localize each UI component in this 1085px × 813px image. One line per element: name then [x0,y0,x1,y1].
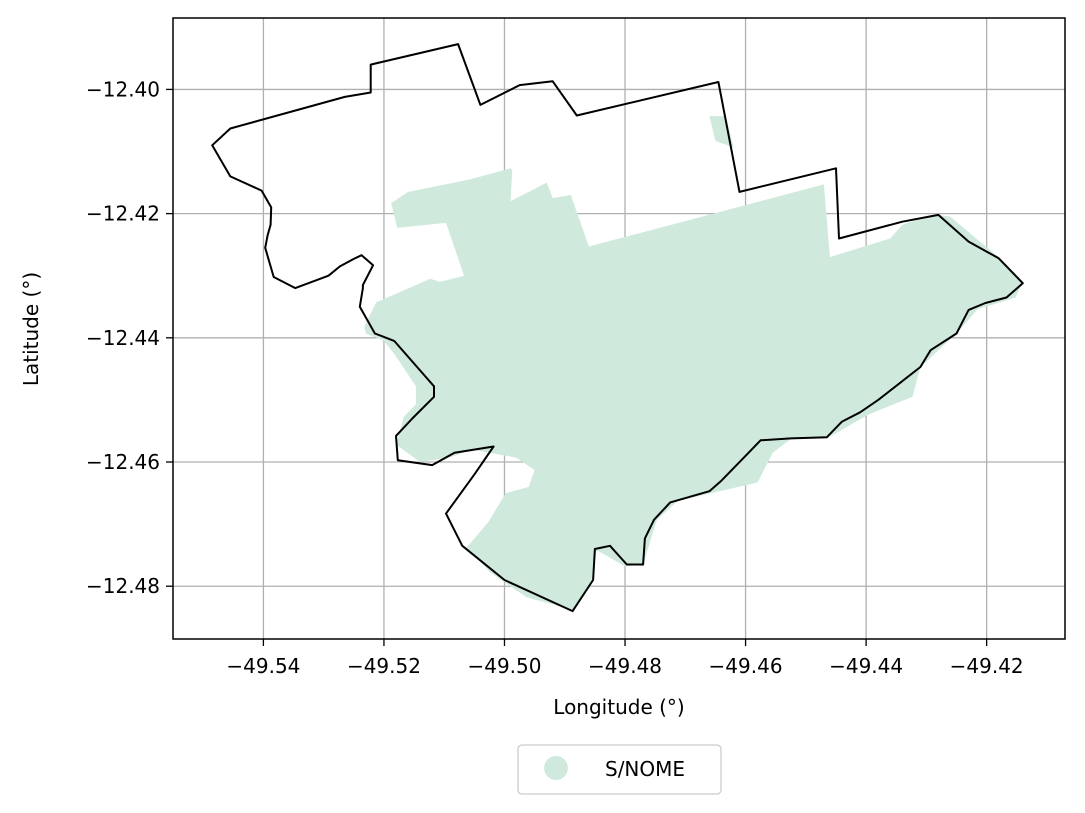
municipality-boundary [211,43,1024,613]
plot-frame [172,17,1066,640]
axis-ticks: −49.54 −49.52 −49.50 −49.48 −49.46 −49.44 −49.… [86,77,1024,678]
legend: S/NOME [517,744,722,795]
x-tick-label: −49.50 [467,654,541,678]
y-tick-label: −12.42 [86,202,160,226]
x-axis-label: Longitude (°) [553,695,684,719]
y-tick-label: −12.44 [86,326,160,350]
s-nome-area-polygon-1 [709,116,734,148]
y-tick-label: −12.48 [86,574,160,598]
legend-marker-s-nome [544,756,568,780]
x-tick-label: −49.42 [950,654,1024,678]
map-area [211,43,1024,613]
legend-label-s-nome: S/NOME [605,757,685,781]
y-axis-label: Latitude (°) [19,272,43,386]
x-tick-label: −49.44 [829,654,903,678]
x-tick-label: −49.52 [347,654,421,678]
y-tick-label: −12.46 [86,450,160,474]
y-tick-label: −12.40 [86,77,160,101]
s-nome-area-polygon-0 [364,168,1023,610]
x-tick-label: −49.54 [226,654,300,678]
x-tick-label: −49.48 [588,654,662,678]
x-tick-label: −49.46 [709,654,783,678]
legend-frame [517,744,722,795]
